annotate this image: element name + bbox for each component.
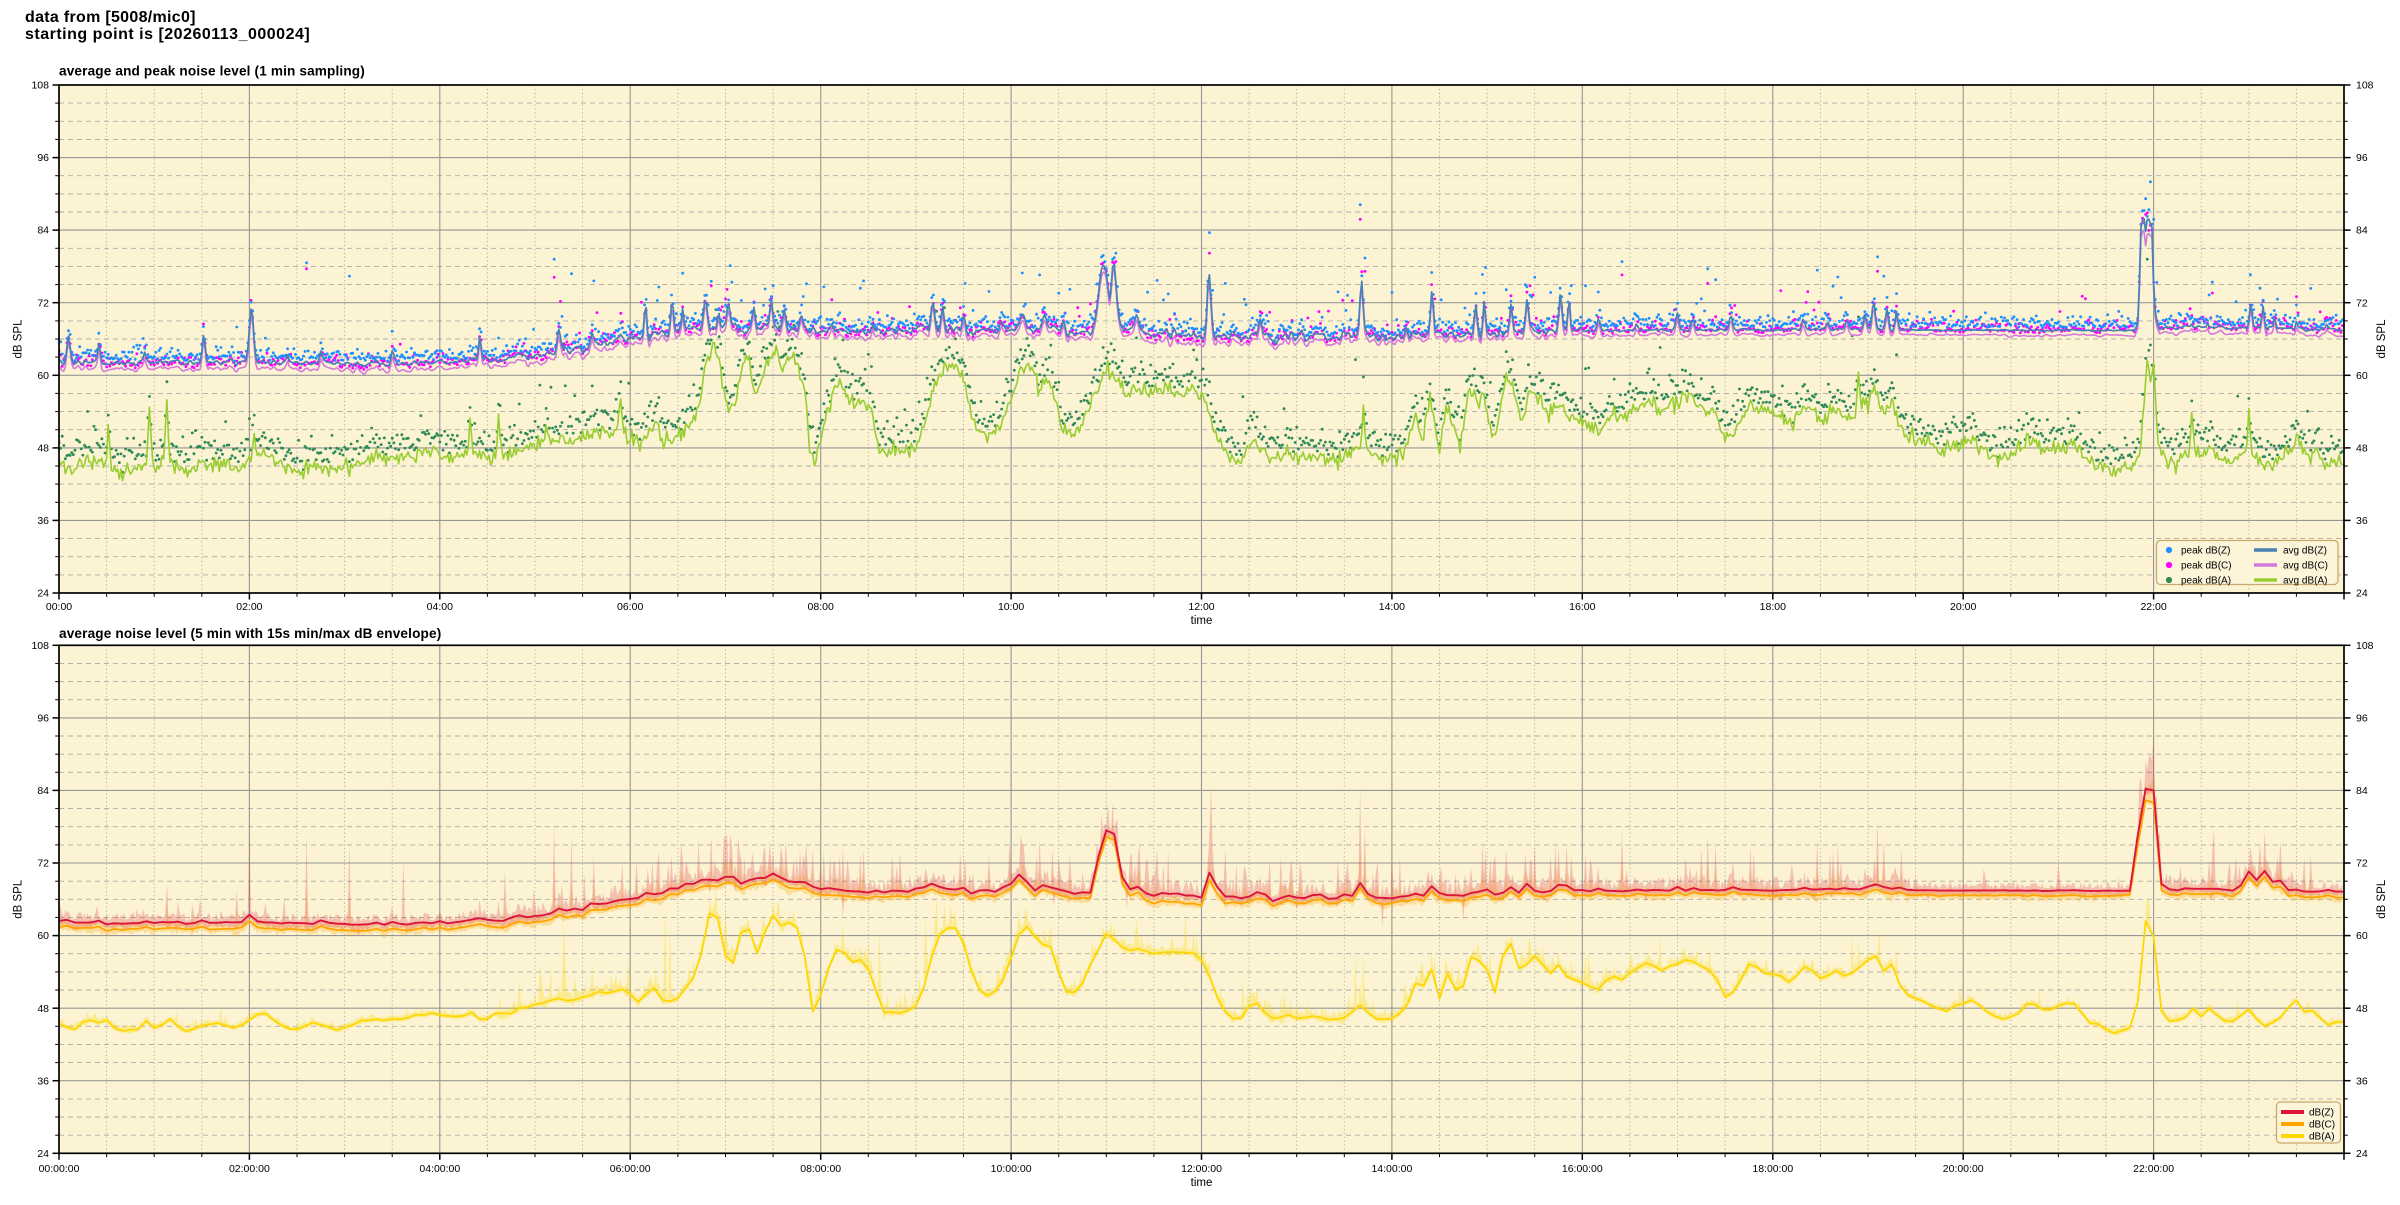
svg-text:60: 60 xyxy=(2356,370,2368,382)
svg-text:dB SPL: dB SPL xyxy=(13,319,25,359)
svg-text:00:00: 00:00 xyxy=(46,601,72,613)
svg-text:04:00: 04:00 xyxy=(427,601,453,613)
svg-text:dB SPL: dB SPL xyxy=(2376,879,2388,919)
svg-text:22:00:00: 22:00:00 xyxy=(2133,1163,2174,1175)
svg-text:dB(A): dB(A) xyxy=(2309,1131,2335,1142)
svg-text:20:00: 20:00 xyxy=(1950,601,1976,613)
svg-text:avg dB(A): avg dB(A) xyxy=(2283,576,2327,587)
svg-text:84: 84 xyxy=(2356,785,2368,797)
svg-text:12:00:00: 12:00:00 xyxy=(1181,1163,1222,1175)
svg-text:04:00:00: 04:00:00 xyxy=(419,1163,460,1175)
svg-text:14:00: 14:00 xyxy=(1379,601,1405,613)
svg-text:10:00:00: 10:00:00 xyxy=(991,1163,1032,1175)
svg-text:72: 72 xyxy=(37,858,49,870)
svg-text:00:00:00: 00:00:00 xyxy=(39,1163,80,1175)
svg-text:18:00:00: 18:00:00 xyxy=(1752,1163,1793,1175)
svg-text:10:00: 10:00 xyxy=(998,601,1024,613)
svg-text:14:00:00: 14:00:00 xyxy=(1371,1163,1412,1175)
svg-text:06:00: 06:00 xyxy=(617,601,643,613)
svg-text:dB(Z): dB(Z) xyxy=(2309,1107,2334,1118)
svg-text:24: 24 xyxy=(37,588,49,600)
svg-text:72: 72 xyxy=(2356,858,2368,870)
svg-text:108: 108 xyxy=(31,80,49,92)
svg-text:24: 24 xyxy=(2356,1148,2368,1160)
svg-text:96: 96 xyxy=(37,152,49,164)
svg-text:96: 96 xyxy=(2356,713,2368,725)
svg-text:60: 60 xyxy=(37,930,49,942)
svg-text:96: 96 xyxy=(2356,152,2368,164)
svg-text:60: 60 xyxy=(37,370,49,382)
svg-text:16:00: 16:00 xyxy=(1569,601,1595,613)
svg-text:84: 84 xyxy=(2356,225,2368,237)
svg-text:time: time xyxy=(1191,615,1213,627)
svg-text:12:00: 12:00 xyxy=(1188,601,1214,613)
svg-text:starting point is [20260113_00: starting point is [20260113_000024] xyxy=(25,26,310,43)
svg-text:96: 96 xyxy=(37,713,49,725)
svg-text:72: 72 xyxy=(2356,297,2368,309)
svg-text:36: 36 xyxy=(37,1075,49,1087)
svg-text:22:00: 22:00 xyxy=(2140,601,2166,613)
svg-text:avg dB(C): avg dB(C) xyxy=(2283,561,2328,572)
svg-text:08:00:00: 08:00:00 xyxy=(800,1163,841,1175)
svg-text:02:00:00: 02:00:00 xyxy=(229,1163,270,1175)
svg-text:avg dB(Z): avg dB(Z) xyxy=(2283,546,2327,557)
svg-text:84: 84 xyxy=(37,225,49,237)
svg-text:48: 48 xyxy=(37,443,49,455)
svg-text:dB(C): dB(C) xyxy=(2309,1119,2335,1130)
svg-text:16:00:00: 16:00:00 xyxy=(1562,1163,1603,1175)
svg-text:84: 84 xyxy=(37,785,49,797)
svg-text:108: 108 xyxy=(2356,640,2374,652)
svg-text:02:00: 02:00 xyxy=(236,601,262,613)
svg-text:48: 48 xyxy=(2356,443,2368,455)
svg-text:18:00: 18:00 xyxy=(1760,601,1786,613)
svg-text:24: 24 xyxy=(37,1148,49,1160)
svg-text:peak dB(C): peak dB(C) xyxy=(2181,561,2232,572)
svg-text:36: 36 xyxy=(2356,515,2368,527)
svg-text:48: 48 xyxy=(37,1003,49,1015)
svg-text:72: 72 xyxy=(37,297,49,309)
svg-text:time: time xyxy=(1191,1177,1213,1189)
svg-text:06:00:00: 06:00:00 xyxy=(610,1163,651,1175)
svg-text:36: 36 xyxy=(37,515,49,527)
svg-text:dB SPL: dB SPL xyxy=(2376,319,2388,359)
svg-text:36: 36 xyxy=(2356,1075,2368,1087)
svg-text:108: 108 xyxy=(2356,80,2374,92)
svg-text:24: 24 xyxy=(2356,588,2368,600)
svg-text:dB SPL: dB SPL xyxy=(13,879,25,919)
svg-text:average noise level (5 min wit: average noise level (5 min with 15s min/… xyxy=(59,626,441,641)
svg-text:average and peak noise level (: average and peak noise level (1 min samp… xyxy=(59,64,365,79)
svg-text:108: 108 xyxy=(31,640,49,652)
svg-text:48: 48 xyxy=(2356,1003,2368,1015)
svg-text:08:00: 08:00 xyxy=(808,601,834,613)
svg-text:peak dB(Z): peak dB(Z) xyxy=(2181,546,2230,557)
svg-text:20:00:00: 20:00:00 xyxy=(1943,1163,1984,1175)
svg-text:peak dB(A): peak dB(A) xyxy=(2181,576,2231,587)
svg-text:data from [5008/mic0]: data from [5008/mic0] xyxy=(25,9,196,26)
svg-text:60: 60 xyxy=(2356,930,2368,942)
